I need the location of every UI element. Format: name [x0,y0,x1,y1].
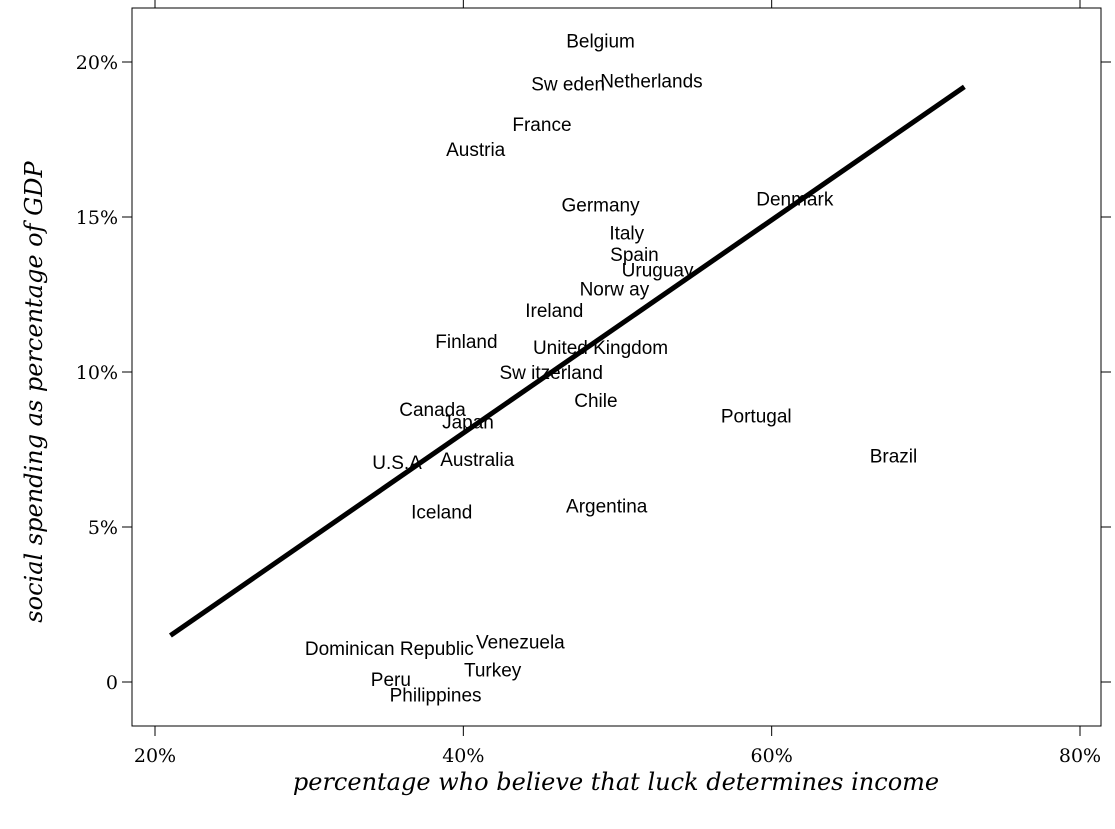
y-tick-label: 5% [88,517,118,539]
point-label: Brazil [870,447,918,468]
point-label: Australia [440,450,514,471]
x-axis-title: percentage who believe that luck determi… [293,768,939,796]
axis-tick-labels: 20% 40% 60% 80% 0 5% 10% 15% 20% [76,52,1101,767]
plot-frame [131,7,1102,727]
trend-line [168,84,966,638]
point-label: Dominican Republic [305,639,474,660]
point-label: United Kingdom [533,338,668,359]
point-label: Argentina [566,496,648,517]
point-label: Norw ay [580,279,650,300]
point-label: Finland [435,332,497,353]
point-label: Belgium [566,31,635,52]
y-tick-label: 15% [76,207,118,229]
point-label: Chile [574,391,617,412]
y-tick-label: 10% [76,362,118,384]
point-label: Peru [371,670,411,691]
point-label: Iceland [411,503,472,524]
point-label: Japan [442,413,494,434]
point-label: France [512,115,571,136]
point-label: Sw eden [531,75,605,96]
y-axis-title: social spending as percentage of GDP [20,160,48,622]
point-label: Canada [399,400,466,421]
point-label: Germany [561,196,640,217]
point-label: Ireland [525,301,583,322]
y-tick-label: 20% [76,52,118,74]
point-label: Uruguay [622,261,694,282]
point-label: Portugal [721,406,792,427]
point-label: Italy [609,224,644,245]
point-label: Austria [446,140,506,161]
point-label: Spain [610,245,659,266]
axis-ticks [122,0,1111,736]
x-tick-label: 20% [134,745,176,767]
point-label: Netherlands [600,72,702,93]
point-label: Denmark [756,189,834,210]
x-tick-label: 60% [751,745,793,767]
x-tick-label: 40% [442,745,484,767]
point-label: Venezuela [476,633,565,654]
y-tick-label: 0 [106,672,118,694]
point-label: U.S.A [372,453,422,474]
point-label: Turkey [464,661,522,682]
x-tick-label: 80% [1059,745,1101,767]
point-label: Philippines [390,685,482,706]
